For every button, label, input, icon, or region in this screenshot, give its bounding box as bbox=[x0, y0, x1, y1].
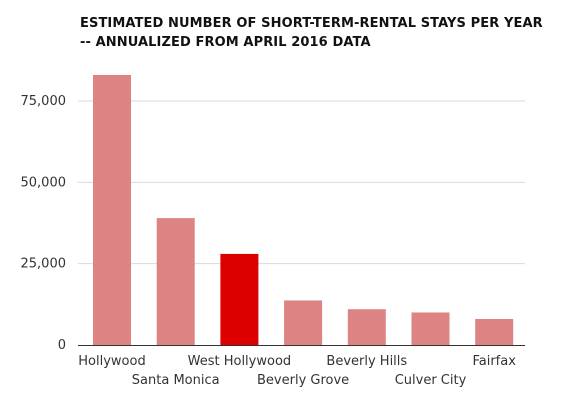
chart-title-line-2: -- ANNUALIZED FROM APRIL 2016 DATA bbox=[80, 35, 371, 50]
gridlines bbox=[78, 100, 525, 265]
bar bbox=[156, 218, 195, 345]
y-tick-label: 25,000 bbox=[21, 257, 67, 272]
bar bbox=[284, 300, 323, 345]
x-tick-label: West Hollywood bbox=[188, 354, 292, 369]
chart-title-line-1: ESTIMATED NUMBER OF SHORT-TERM-RENTAL ST… bbox=[80, 16, 543, 31]
y-tick-label: 0 bbox=[58, 338, 66, 353]
x-tick-label: Beverly Hills bbox=[326, 354, 407, 369]
y-tick-label: 50,000 bbox=[21, 175, 67, 190]
x-axis-labels: Hollywood Santa Monica West Hollywood Bever… bbox=[78, 354, 516, 388]
y-tick-label: 75,000 bbox=[21, 94, 67, 109]
chart-title: ESTIMATED NUMBER OF SHORT-TERM-RENTAL ST… bbox=[80, 14, 550, 52]
bar bbox=[93, 75, 131, 345]
y-axis-ticks: 0 25,000 50,000 75,000 bbox=[21, 94, 67, 353]
x-tick-label: Santa Monica bbox=[132, 373, 220, 388]
x-tick-label: Hollywood bbox=[78, 354, 145, 369]
x-tick-label: Culver City bbox=[395, 373, 467, 388]
bar bbox=[220, 253, 259, 345]
x-tick-label: Beverly Grove bbox=[257, 373, 349, 388]
bar bbox=[475, 318, 514, 345]
bar bbox=[347, 309, 386, 345]
bars bbox=[93, 75, 514, 345]
x-tick-label: Fairfax bbox=[472, 354, 516, 369]
bar bbox=[411, 312, 450, 345]
